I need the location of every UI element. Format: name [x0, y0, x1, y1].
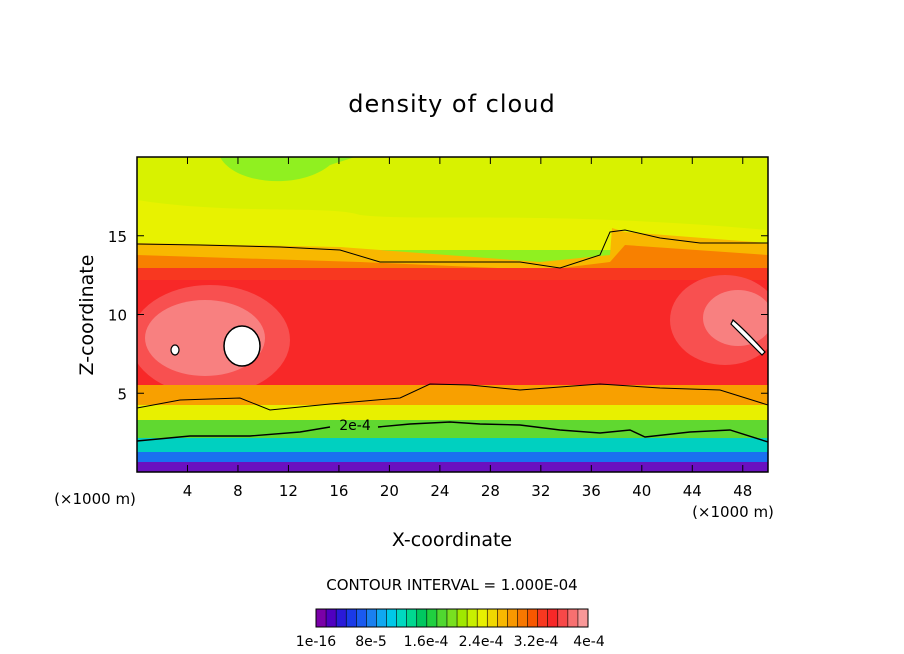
colorbar-frame — [315, 608, 589, 628]
contour-field — [137, 157, 768, 472]
x-tick-label: 20 — [380, 482, 399, 500]
colorbar-tick-label: 8e-5 — [355, 634, 386, 650]
colorbar-swatch — [537, 609, 548, 627]
colorbar-swatch — [446, 609, 458, 627]
z-unit-label: (×1000 m) — [54, 490, 136, 508]
x-unit-label: (×1000 m) — [692, 503, 774, 521]
contour-line-mid — [137, 383, 768, 411]
contour-interval-text: CONTOUR INTERVAL = 1.000E-04 — [326, 576, 577, 594]
band-bottom-purple — [137, 462, 768, 472]
x-tick-label: 48 — [733, 482, 752, 500]
colorbar — [315, 608, 589, 628]
contour-line-2e4 — [137, 421, 768, 443]
y-axis-title: Z-coordinate — [76, 255, 98, 376]
x-tick-label: 12 — [279, 482, 298, 500]
y-tick-label: 10 — [108, 307, 127, 325]
colorbar-tick-label: 3.2e-4 — [514, 634, 559, 650]
colorbar-swatch — [406, 609, 418, 627]
colorbar-tick-label: 1e-16 — [296, 634, 336, 650]
colorbar-swatch — [487, 609, 498, 627]
x-tick-label: 4 — [183, 482, 193, 500]
max-region-left — [223, 325, 261, 367]
colorbar-swatch — [376, 609, 387, 627]
colorbar-swatch — [457, 609, 468, 627]
colorbar-tick-label: 2.4e-4 — [459, 634, 504, 650]
x-axis-ticks: 4 8 12 16 20 24 28 32 36 40 44 48 — [183, 157, 752, 500]
max-region-right — [730, 319, 766, 356]
max-region-small — [170, 344, 180, 356]
colorbar-swatch — [426, 609, 438, 627]
colorbar-swatch — [547, 609, 559, 627]
colorbar-labels: 1e-16 8e-5 1.6e-4 2.4e-4 3.2e-4 4e-4 — [296, 634, 605, 650]
y-tick-label: 5 — [117, 385, 127, 403]
band-red-2 — [137, 280, 768, 385]
x-axis-title: X-coordinate — [392, 529, 512, 551]
colorbar-swatch — [567, 609, 579, 627]
colorbar-swatch — [356, 609, 367, 627]
colorbar-swatch — [436, 609, 448, 627]
x-tick-label: 16 — [329, 482, 348, 500]
colorbar-swatch — [316, 609, 327, 627]
colorbar-swatch — [336, 609, 347, 627]
x-tick-label: 8 — [233, 482, 243, 500]
colorbar-swatch — [477, 609, 488, 627]
chart-title: density of cloud — [348, 90, 555, 118]
x-tick-label: 40 — [632, 482, 651, 500]
colorbar-swatch — [497, 609, 508, 627]
x-tick-label: 44 — [683, 482, 702, 500]
colorbar-swatch — [396, 609, 407, 627]
colorbar-swatch — [557, 609, 569, 627]
contour-label: 2e-4 — [339, 418, 371, 434]
band-yellow-2 — [137, 200, 768, 250]
colorbar-swatch — [517, 609, 528, 627]
colorbar-tick-label: 1.6e-4 — [404, 634, 449, 650]
x-tick-label: 32 — [531, 482, 550, 500]
colorbar-swatch — [326, 609, 337, 627]
contour-line-top — [137, 229, 768, 269]
y-axis-ticks: 5 10 15 — [108, 228, 768, 403]
colorbar-swatch — [467, 609, 478, 627]
colorbar-tick-label: 4e-4 — [573, 634, 605, 650]
colorbar-swatch — [366, 609, 377, 627]
x-tick-label: 24 — [430, 482, 449, 500]
colorbar-swatch — [507, 609, 518, 627]
colorbar-swatch — [577, 609, 589, 627]
warm-region-right-core — [703, 290, 768, 346]
x-tick-label: 28 — [481, 482, 500, 500]
colorbar-swatch — [346, 609, 357, 627]
colorbar-swatch — [386, 609, 397, 627]
y-tick-label: 15 — [108, 228, 127, 246]
x-tick-label: 36 — [582, 482, 601, 500]
colorbar-swatch — [416, 609, 428, 627]
colorbar-swatch — [527, 609, 538, 627]
